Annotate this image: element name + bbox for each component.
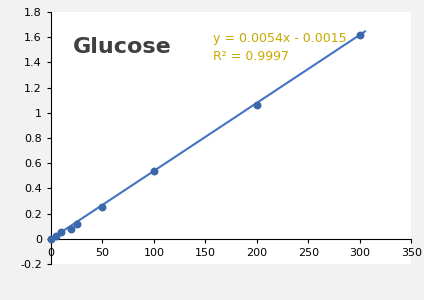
Point xyxy=(151,169,157,174)
Point xyxy=(254,103,260,108)
Point xyxy=(73,221,80,226)
Point xyxy=(47,236,54,241)
Point xyxy=(53,233,59,238)
Point xyxy=(58,230,64,234)
Point xyxy=(357,32,363,37)
Text: Glucose: Glucose xyxy=(73,37,171,57)
Point xyxy=(68,227,75,232)
Point xyxy=(99,204,106,209)
Text: y = 0.0054x - 0.0015
R² = 0.9997: y = 0.0054x - 0.0015 R² = 0.9997 xyxy=(213,32,347,63)
